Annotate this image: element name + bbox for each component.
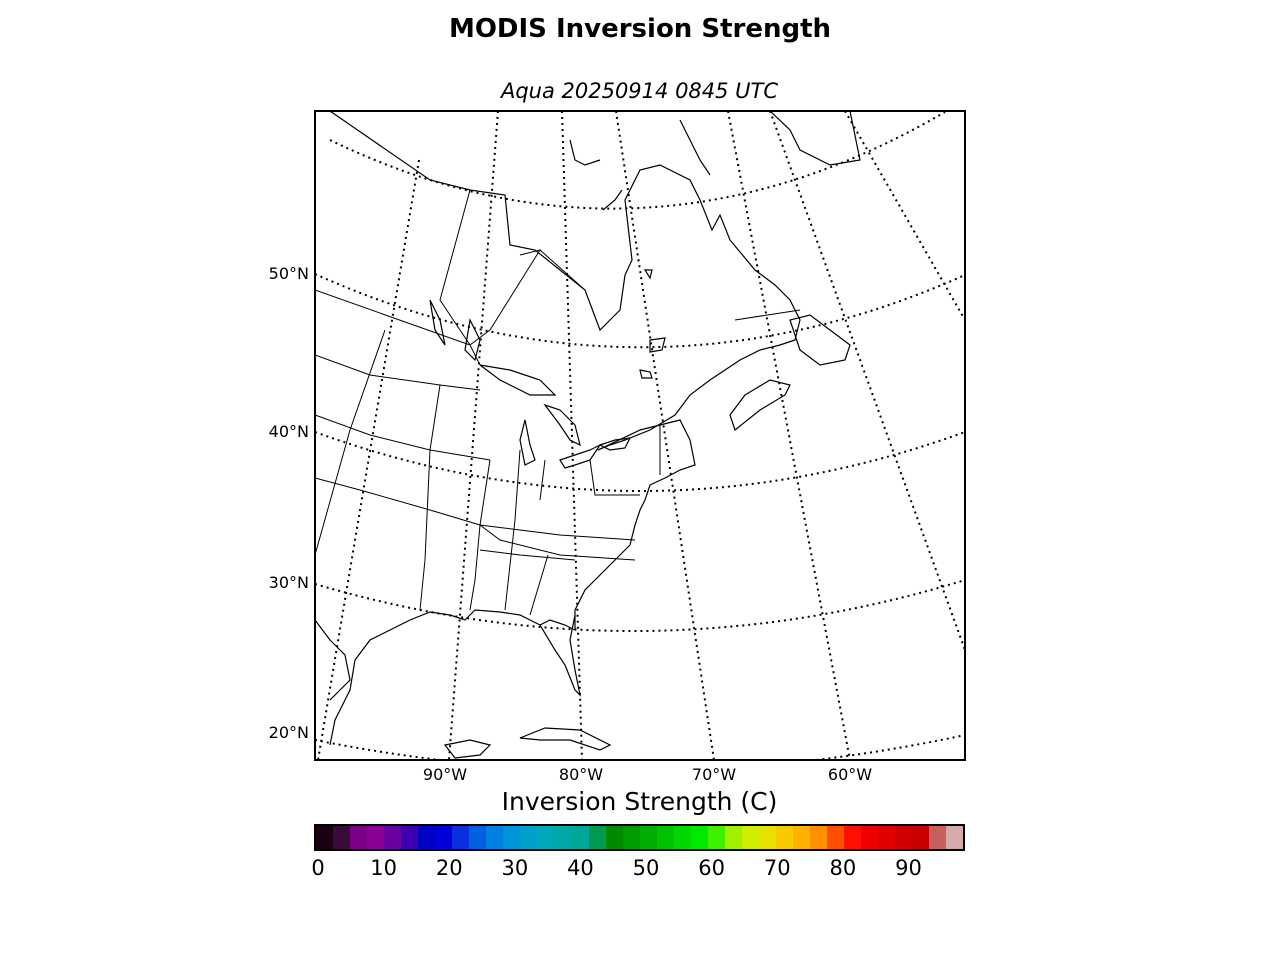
map-background — [315, 111, 965, 760]
colorbar-segment — [537, 826, 555, 849]
colorbar-label: Inversion Strength (C) — [501, 787, 778, 816]
colorbar-tick-label: 10 — [370, 856, 397, 880]
colorbar-segment — [435, 826, 453, 849]
colorbar-tick-label: 90 — [895, 856, 922, 880]
colorbar-segment — [826, 826, 844, 849]
lat-label-20n: 20°N — [269, 723, 309, 742]
coastlines — [315, 111, 861, 759]
colorbar-segment — [316, 826, 334, 849]
longitude-labels: 90°W 80°W 70°W 60°W — [423, 765, 872, 784]
lat-label-30n: 30°N — [269, 573, 309, 592]
colorbar-tick-label: 0 — [311, 856, 325, 880]
meridian-40w — [844, 111, 965, 321]
colorbar-segment — [792, 826, 810, 849]
colorbar-segment — [656, 826, 674, 849]
colorbar-segment — [520, 826, 538, 849]
colorbar-segment — [724, 826, 742, 849]
longitude-gridlines — [317, 111, 965, 760]
colorbar-tick-label: 80 — [829, 856, 857, 880]
colorbar-segment — [895, 826, 913, 849]
colorbar-segment — [843, 826, 861, 849]
chart-subtitle: Aqua 20250914 0845 UTC — [500, 79, 779, 103]
colorbar-segment — [741, 826, 759, 849]
colorbar-tick-label: 30 — [501, 856, 529, 880]
colorbar-segment — [861, 826, 879, 849]
colorbar-segment — [605, 826, 623, 849]
chart-title: MODIS Inversion Strength — [448, 14, 832, 44]
political-borders — [315, 189, 801, 616]
colorbar-segment — [775, 826, 793, 849]
colorbar-tick-label: 20 — [435, 856, 463, 880]
colorbar-segment — [469, 826, 487, 849]
colorbar-segment — [503, 826, 521, 849]
colorbar-segment — [384, 826, 402, 849]
colorbar-segment — [588, 826, 606, 849]
colorbar-segment — [809, 826, 827, 849]
lon-label-90w: 90°W — [423, 765, 467, 784]
parallel-40n — [315, 431, 965, 492]
colorbar-segment — [707, 826, 725, 849]
colorbar-tick-label: 50 — [632, 856, 660, 880]
colorbar — [314, 824, 965, 851]
colorbar-segment — [418, 826, 436, 849]
colorbar-segment — [673, 826, 691, 849]
colorbar-tick-label: 40 — [567, 856, 594, 880]
colorbar-tick-label: 70 — [763, 856, 791, 880]
colorbar-tick-label: 60 — [698, 856, 726, 880]
lon-label-80w: 80°W — [559, 765, 603, 784]
colorbar-segment — [639, 826, 657, 849]
colorbar-segment — [367, 826, 385, 849]
colorbar-segment — [486, 826, 504, 849]
parallel-30n — [315, 579, 965, 632]
colorbar-segment — [401, 826, 419, 849]
colorbar-segment — [946, 826, 964, 849]
lon-label-70w: 70°W — [692, 765, 736, 784]
colorbar-segment — [758, 826, 776, 849]
colorbar-segment — [912, 826, 930, 849]
lon-label-60w: 60°W — [828, 765, 872, 784]
latitude-labels: 50°N 40°N 30°N 20°N — [269, 264, 309, 742]
lat-label-40n: 40°N — [269, 422, 309, 441]
meridian-70w — [615, 111, 715, 760]
colorbar-segment — [878, 826, 896, 849]
colorbar-segment — [554, 826, 572, 849]
colorbar-segment — [350, 826, 368, 849]
meridian-60w — [727, 111, 851, 760]
colorbar-segment — [333, 826, 351, 849]
meridian-80w — [561, 111, 583, 760]
lat-label-50n: 50°N — [269, 264, 309, 283]
colorbar-segment — [929, 826, 947, 849]
map-frame — [314, 110, 966, 761]
colorbar-segment — [571, 826, 589, 849]
colorbar-segment — [622, 826, 640, 849]
colorbar-segment — [452, 826, 470, 849]
meridian-90w — [448, 111, 499, 760]
colorbar-segment — [690, 826, 708, 849]
